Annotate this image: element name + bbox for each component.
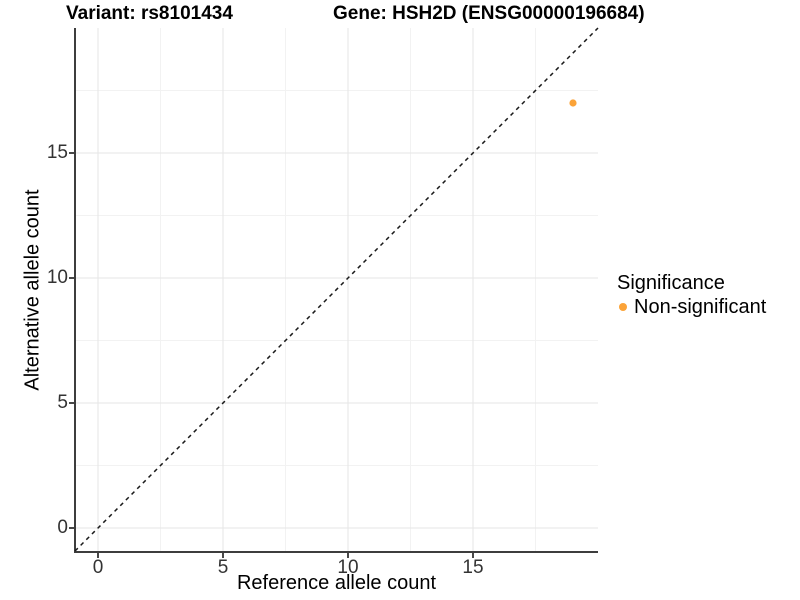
legend-title: Significance: [617, 272, 725, 294]
identity-reference-line: [74, 27, 599, 552]
legend: Significance Non-significant: [617, 271, 766, 319]
legend-item: Non-significant: [617, 295, 766, 319]
legend-item-label: Non-significant: [634, 296, 767, 318]
y-tick-label: 15: [46, 142, 68, 163]
y-tick-label: 10: [46, 267, 68, 288]
variant-title: Variant: rs8101434: [66, 3, 233, 24]
x-tick-label: 0: [92, 557, 104, 578]
legend-point-icon: [619, 303, 627, 311]
y-tick-label: 5: [57, 392, 68, 413]
x-axis-label: Reference allele count: [236, 572, 436, 594]
y-axis-label: Alternative allele count: [21, 189, 44, 391]
y-tick-label: 0: [57, 517, 68, 538]
data-point: [569, 99, 577, 107]
x-tick-label: 5: [217, 557, 229, 578]
x-tick-label: 10: [337, 557, 359, 578]
x-tick-label: 15: [462, 557, 484, 578]
gene-title: Gene: HSH2D (ENSG00000196684): [333, 3, 645, 24]
